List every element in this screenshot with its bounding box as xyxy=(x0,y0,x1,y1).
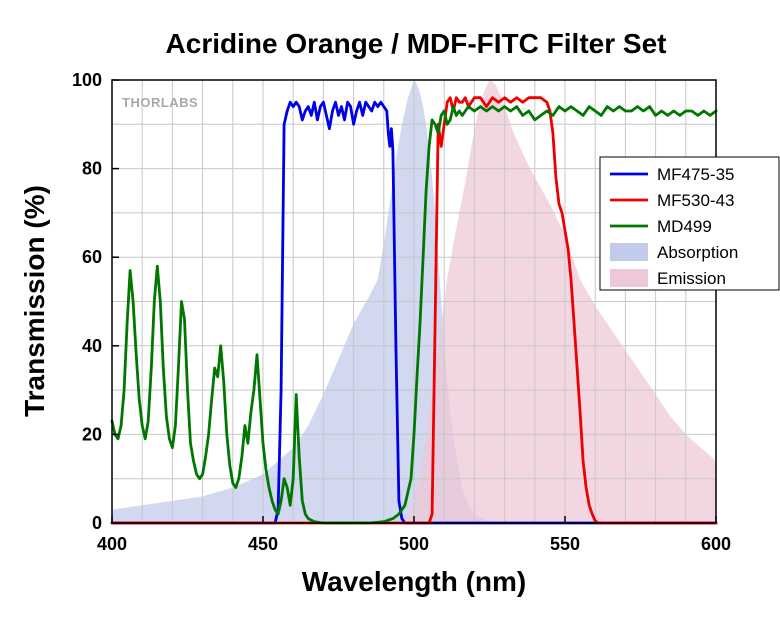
x-tick-label-400: 400 xyxy=(97,534,127,554)
legend: MF475-35 MF530-43 MD499 Absorption Emission xyxy=(599,156,780,291)
thorlabs-logo: THORLABS xyxy=(122,95,198,110)
x-tick-label-450: 450 xyxy=(248,534,278,554)
x-tick-label-550: 550 xyxy=(550,534,580,554)
legend-label-mf530-43: MF530-43 xyxy=(657,191,734,210)
series-mf475-35-line xyxy=(110,100,718,525)
chart-title: Acridine Orange / MDF-FITC Filter Set xyxy=(166,28,667,59)
x-tick-label-600: 600 xyxy=(701,534,731,554)
y-tick-label-0: 0 xyxy=(92,513,102,533)
legend-label-md499: MD499 xyxy=(657,217,712,236)
x-axis-label: Wavelength (nm) xyxy=(302,566,527,597)
y-tick-label-20: 20 xyxy=(82,424,102,444)
y-tick-label-60: 60 xyxy=(82,247,102,267)
legend-swatch-absorption xyxy=(610,243,648,261)
legend-swatch-emission xyxy=(610,269,648,287)
plot-area xyxy=(110,79,718,525)
y-tick-label-40: 40 xyxy=(82,336,102,356)
legend-label-mf475-35: MF475-35 xyxy=(657,165,734,184)
y-axis-ticks: 0 20 40 60 80 100 xyxy=(72,70,119,533)
legend-label-absorption: Absorption xyxy=(657,243,738,262)
legend-box xyxy=(599,156,780,291)
y-axis-label: Transmission (%) xyxy=(19,185,50,417)
y-tick-label-80: 80 xyxy=(82,159,102,179)
series-mf530-43-line xyxy=(110,96,718,525)
grid xyxy=(112,80,716,523)
x-tick-label-500: 500 xyxy=(399,534,429,554)
x-axis-ticks: 400 450 500 550 600 xyxy=(97,516,731,554)
y-tick-label-100: 100 xyxy=(72,70,102,90)
legend-label-emission: Emission xyxy=(657,269,726,288)
series-absorption-area xyxy=(112,80,505,523)
